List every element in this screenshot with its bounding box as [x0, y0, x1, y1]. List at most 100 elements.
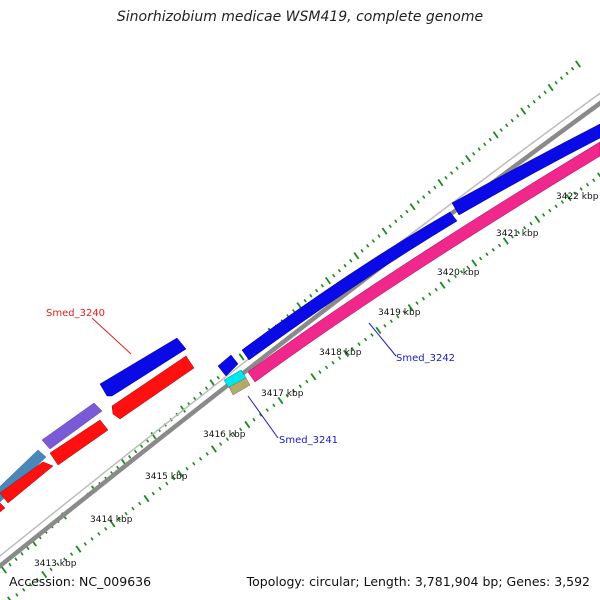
inner-tick-55	[375, 326, 382, 335]
gene-purple-cds[interactable]	[41, 402, 103, 450]
gene-small-blue-cds[interactable]	[217, 354, 239, 377]
inner-tick-57	[389, 319, 393, 324]
tick-label-3419: 3419 kbp	[378, 308, 421, 318]
gene-label-smed-3240[interactable]: Smed_3240	[46, 308, 105, 319]
outer-tick-59	[349, 258, 353, 263]
inner-tick-19	[138, 501, 142, 506]
outer-tick-86	[499, 128, 503, 132]
outer-tick-57	[337, 268, 341, 273]
inner-tick-row	[7, 172, 600, 600]
gene-red-cds-1[interactable]	[0, 500, 6, 520]
inner-tick-15	[109, 520, 116, 528]
tick-label-3416: 3416 kbp	[203, 430, 246, 440]
outer-tick-32	[193, 396, 197, 401]
inner-tick-36	[252, 417, 256, 422]
inner-tick-48	[331, 360, 335, 365]
outer-tick-90	[520, 107, 527, 115]
outer-tick-61	[360, 248, 364, 253]
inner-tick-27	[192, 461, 196, 466]
inner-tick-81	[541, 213, 546, 217]
gene-forward-long-cds[interactable]	[451, 123, 600, 216]
outer-tick-55	[325, 276, 331, 285]
inner-tick-23	[165, 481, 169, 486]
inner-tick-25	[177, 469, 184, 478]
gene-smed-3241-tan[interactable]	[228, 377, 251, 396]
tick-label-3418: 3418 kbp	[319, 348, 362, 358]
inner-tick-46	[318, 370, 322, 374]
gene-smed-3242-forward[interactable]	[241, 211, 458, 361]
inner-tick-0	[7, 596, 12, 600]
outer-tick-79	[460, 161, 465, 166]
inner-tick-32	[225, 437, 229, 441]
outer-tick-96	[554, 81, 558, 85]
outer-tick-49	[292, 309, 296, 313]
inner-tick-70	[471, 259, 478, 267]
tick-label-3422: 3422 kbp	[556, 192, 599, 202]
inner-tick-58	[396, 314, 400, 319]
outer-tick-68	[399, 214, 404, 219]
inner-tick-67	[453, 274, 457, 279]
outer-tick-36	[216, 375, 220, 380]
inner-tick-82	[548, 208, 552, 213]
gene-red-cds-3[interactable]	[49, 419, 109, 466]
callout-line-smed-3240	[91, 317, 132, 355]
inner-tick-2	[22, 587, 26, 592]
outer-tick-85	[492, 131, 499, 139]
inner-tick-63	[428, 292, 432, 296]
inner-tick-21	[151, 491, 155, 496]
gene-label-smed-3242[interactable]: Smed_3242	[396, 353, 455, 364]
inner-tick-78	[523, 226, 527, 230]
inner-tick-10	[75, 545, 82, 553]
outer-tick-73	[427, 190, 431, 195]
inner-tick-83	[554, 204, 558, 209]
inner-tick-72	[485, 252, 489, 257]
inner-tick-50	[343, 349, 350, 358]
inner-tick-90	[597, 172, 600, 178]
outer-tick-4	[26, 546, 30, 551]
outer-tick-24	[145, 439, 150, 443]
inner-tick-29	[205, 452, 209, 456]
map-title: Sinorhizobium medicae WSM419, complete g…	[116, 9, 484, 25]
gene-label-smed-3241[interactable]: Smed_3241	[279, 435, 338, 446]
gene-magenta-cds[interactable]	[247, 141, 600, 383]
outer-tick-58	[343, 263, 347, 268]
outer-tick-56	[332, 273, 336, 278]
accession-text: Accession: NC_009636	[9, 574, 152, 589]
inner-tick-71	[479, 256, 483, 261]
forward-features-left	[0, 337, 187, 503]
outer-tick-1	[8, 562, 12, 567]
gene-red-cds-4[interactable]	[111, 355, 195, 420]
outer-tick-74	[433, 185, 437, 190]
outer-tick-22	[134, 449, 138, 454]
outer-tick-30	[180, 405, 186, 413]
reverse-features-left	[0, 355, 195, 520]
gene-red-cds-2[interactable]	[0, 461, 54, 504]
inner-tick-35	[244, 420, 251, 429]
inner-tick-33	[232, 432, 236, 437]
forward-features-right	[217, 123, 600, 396]
outer-tick-3	[20, 551, 24, 556]
inner-tick-89	[592, 178, 596, 183]
inner-tick-84	[560, 200, 565, 204]
inner-tick-53	[363, 337, 368, 342]
outer-tick-69	[405, 209, 409, 214]
outer-tick-40	[238, 353, 245, 361]
outer-tick-71	[416, 200, 420, 204]
inner-tick-79	[529, 221, 533, 226]
outer-tick-34	[204, 386, 209, 390]
inner-tick-8	[63, 557, 67, 562]
outer-tick-64	[377, 234, 381, 238]
outer-tick-70	[409, 203, 416, 211]
inner-tick-76	[510, 234, 514, 239]
inner-tick-80	[534, 215, 541, 223]
inner-tick-88	[585, 182, 590, 187]
outer-tick-76	[444, 175, 448, 180]
inner-tick-40	[277, 396, 284, 405]
inner-tick-30	[210, 445, 217, 453]
inner-tick-11	[83, 542, 87, 546]
gene-smed-3240-forward[interactable]	[99, 337, 187, 397]
inner-tick-28	[198, 456, 203, 461]
outer-tick-62	[366, 244, 370, 248]
inner-tick-65	[439, 281, 446, 289]
